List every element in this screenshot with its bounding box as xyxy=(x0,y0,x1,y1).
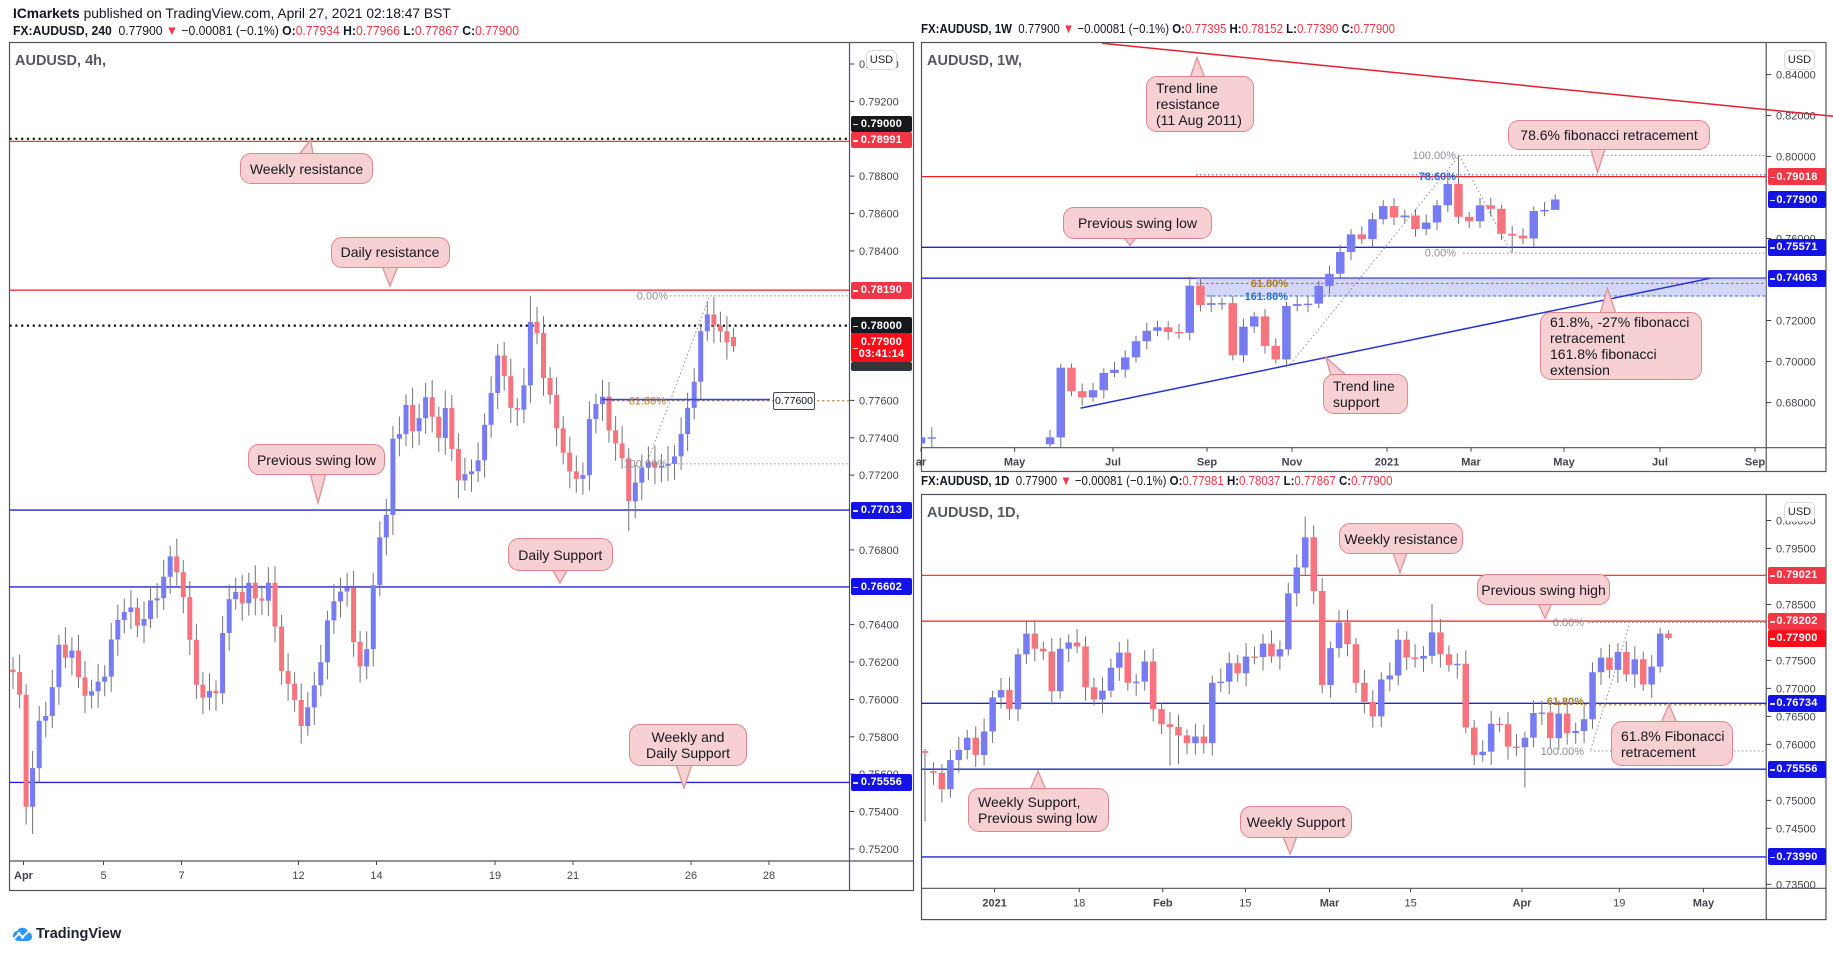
svg-text:7: 7 xyxy=(178,870,184,882)
svg-text:Sep: Sep xyxy=(1197,457,1217,469)
svg-text:0.76800: 0.76800 xyxy=(859,545,899,557)
svg-text:Apr: Apr xyxy=(14,870,34,882)
svg-text:0.84000: 0.84000 xyxy=(1776,70,1816,82)
svg-text:Feb: Feb xyxy=(1153,897,1173,909)
svg-text:Mar: Mar xyxy=(1320,897,1340,909)
svg-text:100.00%: 100.00% xyxy=(1413,150,1457,162)
svg-text:0.78500: 0.78500 xyxy=(1776,600,1816,612)
svg-text:Nov: Nov xyxy=(1282,457,1304,469)
svg-text:0.77200: 0.77200 xyxy=(859,470,899,482)
svg-text:0.78400: 0.78400 xyxy=(859,246,899,258)
svg-text:2021: 2021 xyxy=(1375,457,1399,469)
svg-text:Jul: Jul xyxy=(1105,457,1121,469)
svg-text:0.80000: 0.80000 xyxy=(1776,152,1816,164)
svg-text:78.60%: 78.60% xyxy=(1419,171,1457,183)
svg-text:21: 21 xyxy=(567,870,579,882)
svg-text:May: May xyxy=(1553,457,1575,469)
svg-text:26: 26 xyxy=(685,870,697,882)
svg-text:Apr: Apr xyxy=(1513,897,1533,909)
svg-text:28: 28 xyxy=(763,870,775,882)
svg-text:0.00%: 0.00% xyxy=(1553,617,1584,629)
svg-text:0.75400: 0.75400 xyxy=(859,807,899,819)
svg-text:0.00%: 0.00% xyxy=(637,291,668,303)
svg-text:0.77000: 0.77000 xyxy=(1776,683,1816,695)
svg-text:Sep: Sep xyxy=(1745,457,1765,469)
svg-text:12: 12 xyxy=(292,870,304,882)
svg-text:100.00%: 100.00% xyxy=(624,459,668,471)
svg-text:May: May xyxy=(1693,897,1715,909)
svg-text:0.70000: 0.70000 xyxy=(1776,357,1816,369)
svg-text:0.77400: 0.77400 xyxy=(859,433,899,445)
svg-text:0.76400: 0.76400 xyxy=(859,620,899,632)
svg-text:61.80%: 61.80% xyxy=(1251,278,1289,290)
svg-text:0.74500: 0.74500 xyxy=(1776,823,1816,835)
svg-text:0.73500: 0.73500 xyxy=(1776,879,1816,891)
svg-text:Mar: Mar xyxy=(1461,457,1481,469)
svg-text:0.76500: 0.76500 xyxy=(1776,711,1816,723)
svg-text:0.77500: 0.77500 xyxy=(1776,655,1816,667)
svg-text:0.76200: 0.76200 xyxy=(859,657,899,669)
svg-text:Jul: Jul xyxy=(1652,457,1668,469)
svg-text:0.77600: 0.77600 xyxy=(859,395,899,407)
svg-text:19: 19 xyxy=(1613,897,1625,909)
svg-text:14: 14 xyxy=(370,870,382,882)
svg-text:0.79500: 0.79500 xyxy=(1776,544,1816,556)
svg-text:0.75000: 0.75000 xyxy=(1776,795,1816,807)
svg-text:0.78600: 0.78600 xyxy=(859,209,899,221)
svg-text:0.75200: 0.75200 xyxy=(859,844,899,856)
svg-text:15: 15 xyxy=(1404,897,1416,909)
svg-text:61.80%: 61.80% xyxy=(1547,696,1585,708)
svg-text:0.75800: 0.75800 xyxy=(859,732,899,744)
svg-text:18: 18 xyxy=(1073,897,1085,909)
svg-text:15: 15 xyxy=(1239,897,1251,909)
svg-text:5: 5 xyxy=(100,870,106,882)
svg-text:0.76000: 0.76000 xyxy=(1776,739,1816,751)
svg-text:19: 19 xyxy=(489,870,501,882)
svg-text:0.76000: 0.76000 xyxy=(859,694,899,706)
svg-text:0.72000: 0.72000 xyxy=(1776,316,1816,328)
svg-text:May: May xyxy=(1004,457,1026,469)
svg-text:0.00%: 0.00% xyxy=(1425,248,1456,260)
svg-text:0.68000: 0.68000 xyxy=(1776,398,1816,410)
svg-text:61.80%: 61.80% xyxy=(629,395,667,407)
svg-text:0.78800: 0.78800 xyxy=(859,171,899,183)
svg-text:161.80%: 161.80% xyxy=(1245,291,1289,303)
svg-text:2021: 2021 xyxy=(982,897,1006,909)
svg-text:ar: ar xyxy=(916,457,927,469)
svg-text:0.79200: 0.79200 xyxy=(859,96,899,108)
svg-text:100.00%: 100.00% xyxy=(1541,746,1585,758)
